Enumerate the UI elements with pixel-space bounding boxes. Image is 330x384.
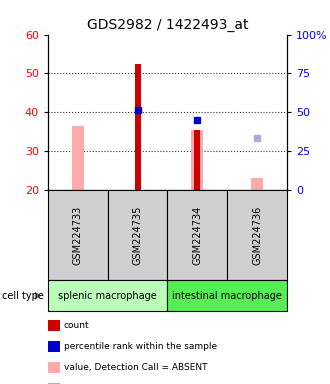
Title: GDS2982 / 1422493_at: GDS2982 / 1422493_at — [87, 18, 248, 32]
Text: splenic macrophage: splenic macrophage — [58, 291, 157, 301]
Text: intestinal macrophage: intestinal macrophage — [172, 291, 282, 301]
Bar — [168, 190, 227, 280]
Bar — [191, 130, 203, 190]
Text: GSM224733: GSM224733 — [73, 205, 83, 265]
Text: value, Detection Call = ABSENT: value, Detection Call = ABSENT — [64, 363, 207, 372]
Bar — [135, 64, 141, 190]
Text: GSM224734: GSM224734 — [192, 205, 202, 265]
Text: GSM224736: GSM224736 — [252, 205, 262, 265]
Bar — [72, 126, 84, 190]
Bar — [194, 130, 200, 190]
Bar — [48, 190, 108, 280]
Bar — [168, 280, 287, 311]
Bar — [227, 190, 287, 280]
Text: percentile rank within the sample: percentile rank within the sample — [64, 342, 217, 351]
Text: count: count — [64, 321, 89, 330]
Bar — [48, 280, 168, 311]
Bar — [251, 179, 263, 190]
Text: GSM224735: GSM224735 — [133, 205, 143, 265]
Bar — [108, 190, 167, 280]
Text: cell type: cell type — [2, 291, 44, 301]
